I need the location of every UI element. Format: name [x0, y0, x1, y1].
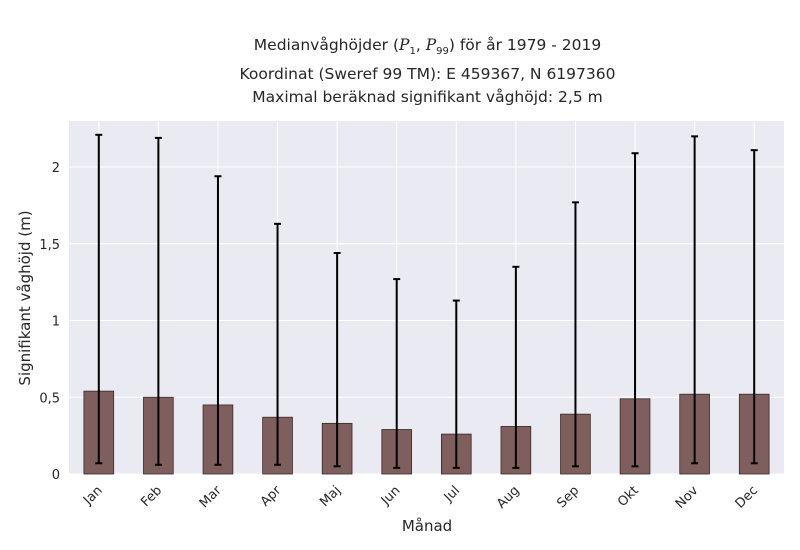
y-tick-label: 2: [52, 161, 60, 176]
plot-area: [69, 121, 784, 474]
chart-title-line-1: Medianvåghöjder (P1, P99) för år 1979 - …: [253, 36, 602, 58]
x-tick-label: Okt: [615, 483, 642, 510]
y-tick-label: 1,5: [39, 238, 60, 253]
y-tick-label: 0: [52, 468, 60, 483]
x-tick-label: Feb: [138, 483, 165, 510]
chart-title-line-3: Maximal beräknad signifikant våghöjd: 2,…: [252, 88, 603, 107]
y-tick-label: 1: [52, 315, 60, 330]
chart-title: Medianvåghöjder (P1, P99) för år 1979 - …: [0, 34, 800, 109]
y-tick-label: 0,5: [39, 391, 60, 406]
x-tick-label: Mar: [197, 483, 225, 511]
x-tick-label: Aug: [494, 483, 523, 512]
x-tick-label: Dec: [733, 483, 761, 511]
x-axis-ticks: Jan Feb Mar Apr Maj Jun Jul Aug Sep Okt Nov Dec: [80, 483, 761, 512]
x-tick-label: Jul: [441, 483, 463, 505]
x-tick-label: Sep: [554, 483, 582, 511]
x-tick-label: Maj: [317, 483, 344, 510]
y-axis-ticks: 0 0,5 1 1,5 2: [39, 161, 60, 483]
error-bars: [95, 133, 758, 469]
x-tick-label: Jun: [378, 483, 404, 509]
y-axis-label: Signifikant våghöjd (m): [16, 210, 34, 385]
chart-title-line-2: Koordinat (Sweref 99 TM): E 459367, N 61…: [239, 65, 616, 84]
x-tick-label: Nov: [673, 483, 702, 512]
x-tick-label: Jan: [80, 483, 105, 508]
x-tick-label: Apr: [258, 483, 285, 510]
x-axis-label: Månad: [402, 517, 452, 535]
